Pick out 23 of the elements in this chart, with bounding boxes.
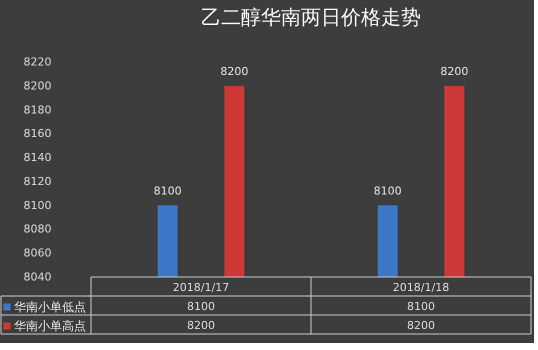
y-tick-label: 8100 bbox=[24, 198, 52, 212]
data-label: 8200 bbox=[187, 319, 215, 332]
chart-title: 乙二醇华南两日价格走势 bbox=[201, 5, 421, 29]
x-tick-label: 2018/1/17 bbox=[172, 281, 230, 294]
y-tick-label: 8040 bbox=[24, 270, 52, 284]
y-tick-label: 8200 bbox=[24, 79, 52, 92]
x-tick-label: 2018/1/18 bbox=[392, 281, 450, 294]
data-label: 8100 bbox=[407, 300, 435, 313]
legend-label: 华南小单低点 bbox=[14, 300, 86, 314]
annotation: 8100 bbox=[154, 184, 182, 198]
y-tick-label: 8160 bbox=[24, 127, 52, 140]
y-tick-label: 8140 bbox=[24, 151, 52, 164]
y-tick-label: 8120 bbox=[24, 174, 52, 188]
annotation: 8200 bbox=[440, 64, 468, 78]
y-tick-label: 8220 bbox=[24, 56, 52, 68]
y-tick-label: 8080 bbox=[24, 222, 52, 236]
data-label: 8100 bbox=[187, 300, 215, 313]
annotation: 8100 bbox=[374, 184, 402, 198]
data-label: 8200 bbox=[407, 319, 435, 332]
y-tick-label: 8180 bbox=[24, 103, 52, 116]
annotation: 8200 bbox=[220, 64, 248, 78]
y-tick-label: 8060 bbox=[24, 246, 52, 260]
legend-label: 华南小单高点 bbox=[14, 319, 86, 333]
